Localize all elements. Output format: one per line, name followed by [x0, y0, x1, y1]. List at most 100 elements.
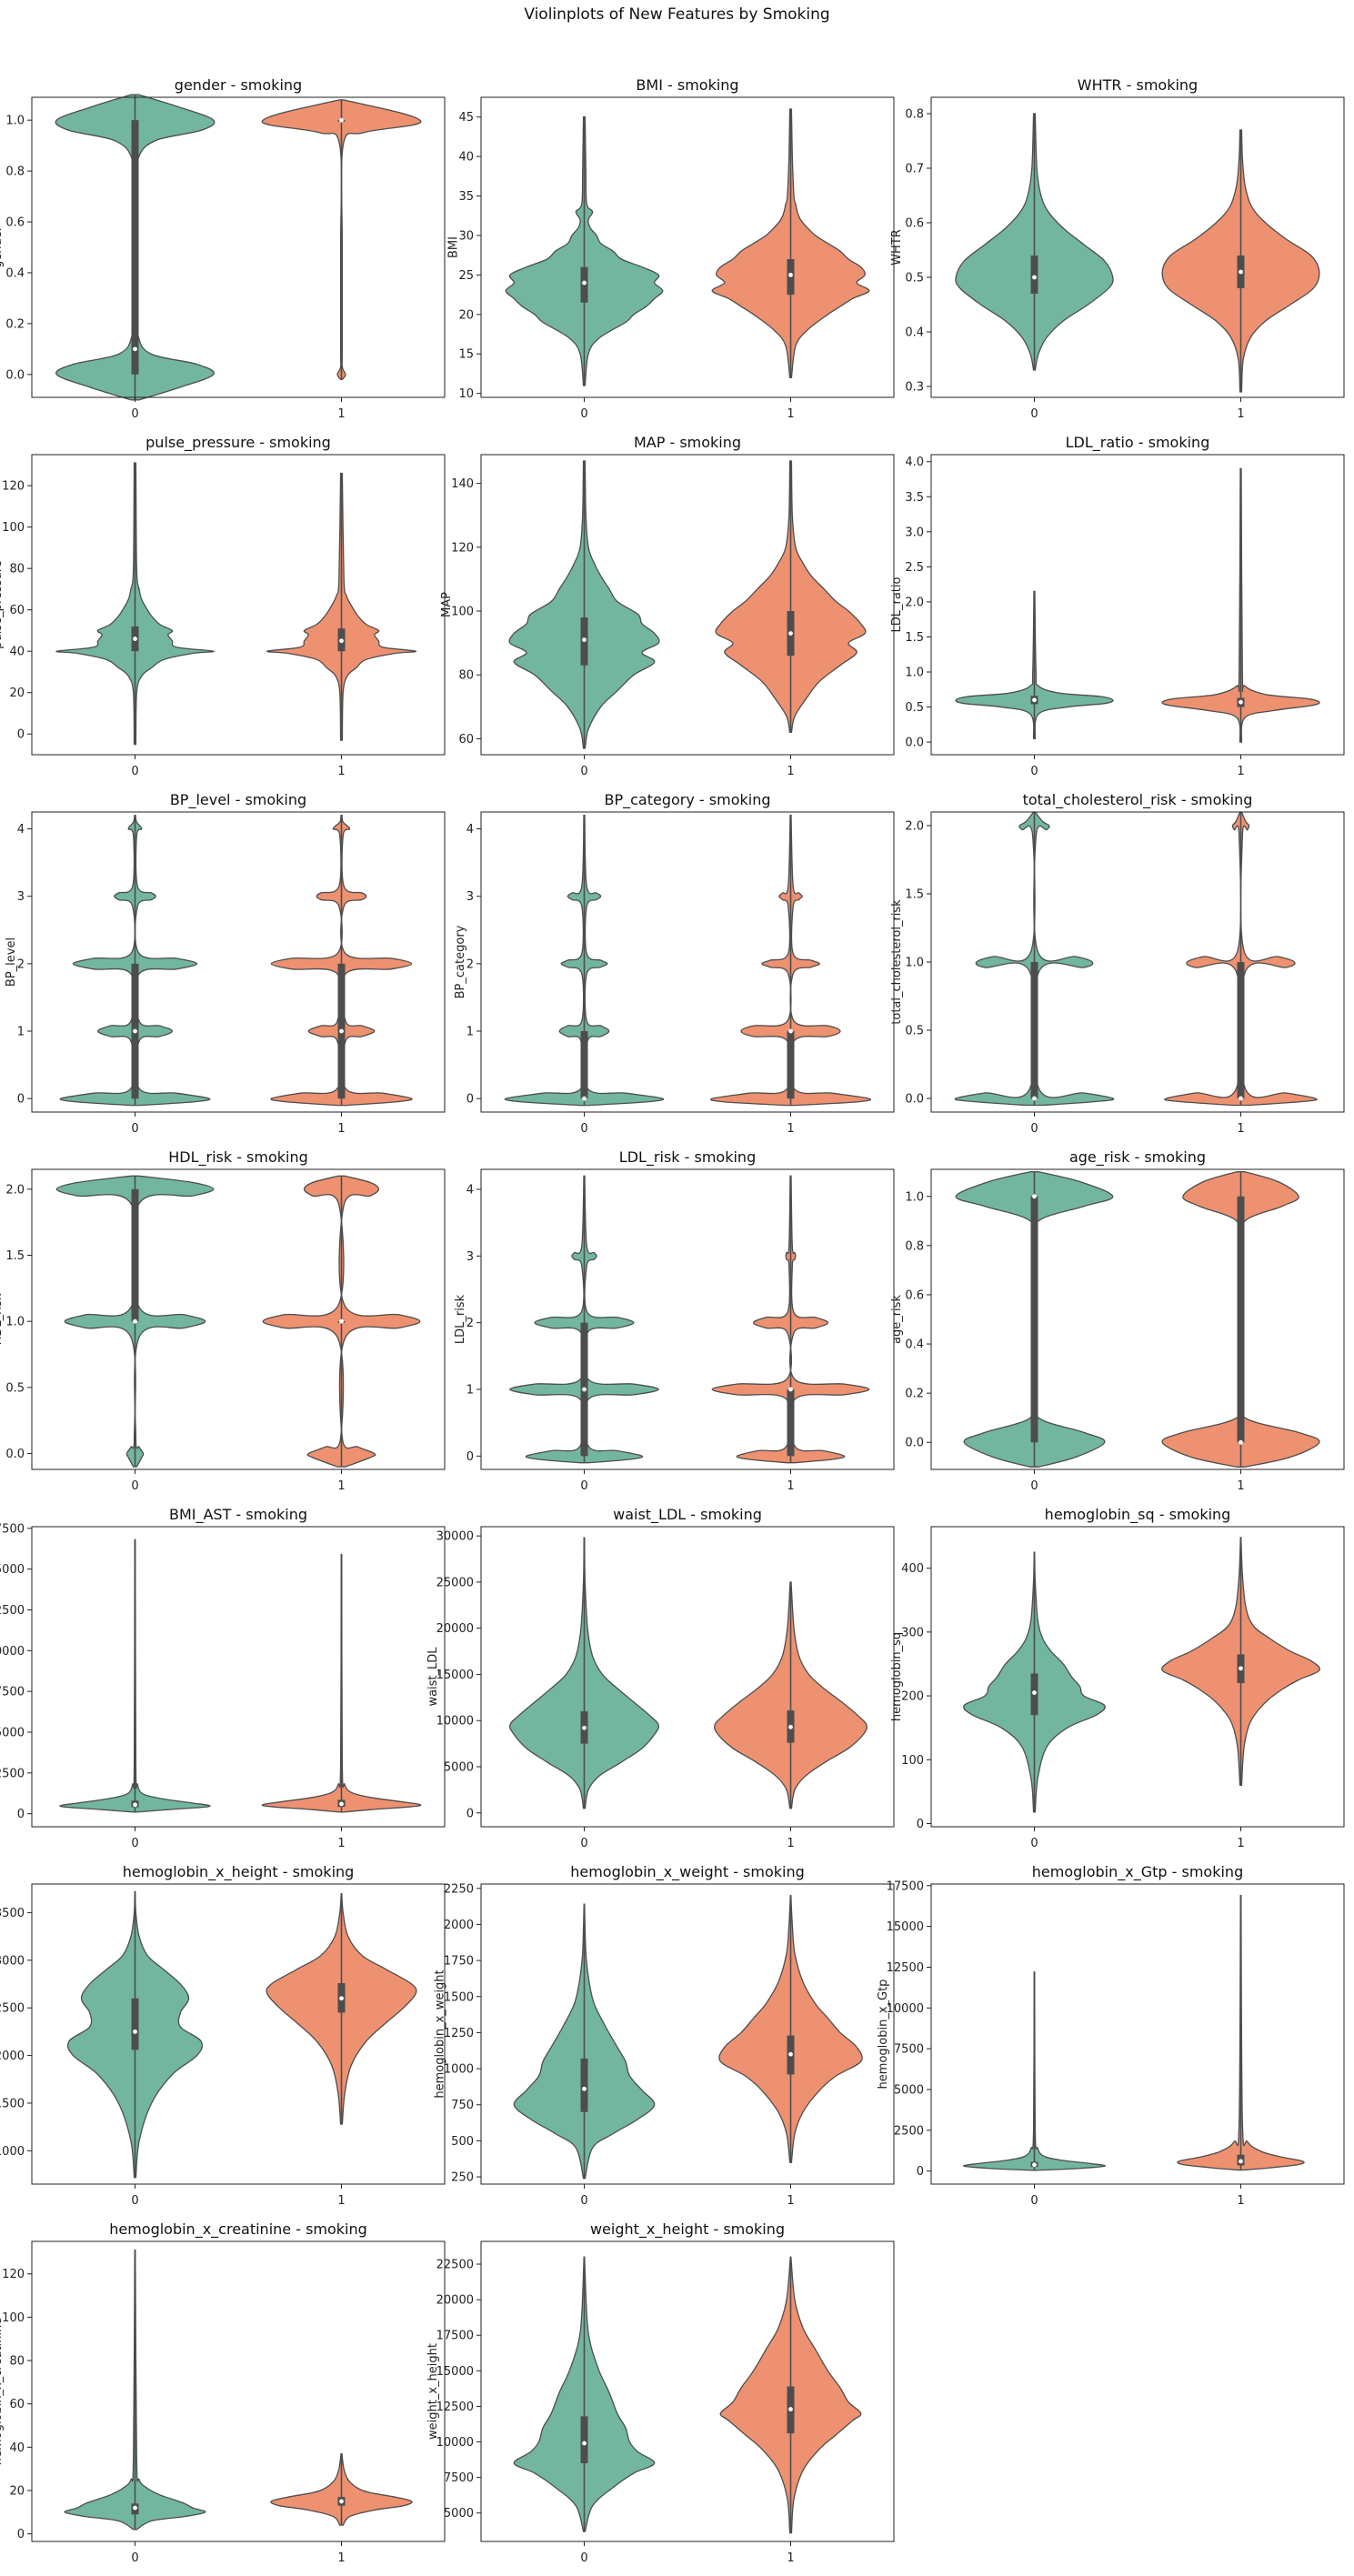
y-tick-label: 1: [466, 1384, 474, 1398]
x-tick-label: 1: [337, 1122, 345, 1136]
y-tick-label: 12500: [436, 2401, 474, 2414]
y-tick-label: 17500: [436, 2330, 474, 2343]
y-tick-label: 2.0: [905, 820, 924, 834]
axes-frame: [31, 811, 446, 1113]
x-tick-label: 1: [337, 407, 345, 421]
violin-median: [133, 2505, 137, 2511]
x-tick-label: 1: [337, 2194, 345, 2208]
y-tick-label: 5000: [0, 1726, 25, 1739]
axes-frame: [31, 2240, 446, 2542]
y-tick-label: 2250: [444, 1882, 474, 1896]
x-tick-label: 0: [580, 1837, 587, 1850]
axes-frame: [930, 454, 1345, 756]
y-axis-label: LDL_ratio: [890, 576, 904, 632]
violin-panel: 60 80 100 120 140 0 1 MAP - smoking MAP: [440, 434, 895, 778]
x-tick-label: 0: [1030, 1837, 1038, 1850]
y-tick-label: 2000: [0, 2050, 25, 2063]
y-tick-label: 2: [466, 957, 474, 971]
x-tick-label: 0: [131, 765, 138, 778]
y-axis-label: hemoglobin_sq: [890, 1632, 904, 1721]
x-tick-label: 0: [580, 407, 587, 421]
violin-median: [1239, 699, 1243, 705]
violin-median: [788, 1387, 793, 1392]
violin-panel: 0 2500 5000 7500 10000 12500 15000 17500 0 1 BMI_A…: [0, 1506, 446, 1850]
y-tick-label: 3: [17, 890, 25, 904]
y-tick-label: 3.0: [905, 526, 924, 539]
y-tick-label: 4.0: [905, 456, 924, 469]
violin-panel: 0 1 2 3 4 0 1 LDL_risk - smoking LDL_risk: [454, 1148, 895, 1493]
y-tick-label: 2: [466, 1317, 474, 1330]
panel-title: hemoglobin_sq - smoking: [1045, 1506, 1231, 1524]
y-tick-label: 40: [458, 151, 474, 165]
violin-panel: 0.0 0.2 0.4 0.6 0.8 1.0 0 1 age_risk - smoking ag…: [890, 1148, 1345, 1493]
y-tick-label: 0.0: [905, 737, 924, 750]
y-axis-label: WHTR: [890, 229, 904, 266]
violin-iqr-box: [580, 1031, 588, 1099]
axes-frame: [480, 1168, 895, 1470]
y-tick-label: 2.0: [905, 596, 924, 609]
y-tick-label: 5000: [444, 1761, 474, 1775]
violin-panel: 0.0 0.2 0.4 0.6 0.8 1.0 0 1 gender - smoking gend…: [0, 76, 446, 421]
y-tick-label: 10000: [436, 2436, 474, 2450]
violin-median: [1239, 2159, 1243, 2164]
violin-median: [339, 1318, 344, 1324]
x-tick-label: 0: [1030, 765, 1038, 778]
violin-iqr-box: [131, 120, 139, 375]
x-tick-label: 1: [787, 1122, 794, 1136]
x-tick-label: 0: [131, 1837, 138, 1850]
y-tick-label: 30: [458, 229, 474, 243]
y-axis-label: BP_category: [454, 925, 467, 998]
y-tick-label: 100: [2, 2311, 25, 2325]
violin-median: [582, 637, 587, 643]
y-tick-label: 0.0: [5, 1448, 25, 1461]
violin-median: [1239, 269, 1243, 275]
y-tick-label: 0.8: [905, 108, 924, 122]
y-axis-label: BMI: [447, 236, 461, 258]
y-tick-label: 0.4: [5, 266, 25, 280]
violin-median: [133, 2029, 137, 2034]
y-tick-label: 80: [9, 2355, 25, 2369]
x-tick-label: 1: [787, 765, 794, 778]
violin-median: [339, 1028, 344, 1034]
violin-median: [788, 2051, 793, 2057]
panel-title: BP_level - smoking: [170, 791, 306, 809]
y-tick-label: 1500: [0, 2097, 25, 2110]
y-tick-label: 15000: [0, 1563, 25, 1577]
violin-iqr-box: [580, 2416, 588, 2463]
x-tick-label: 0: [580, 1479, 587, 1493]
y-axis-label: waist_LDL: [426, 1647, 440, 1707]
x-tick-label: 0: [580, 2194, 587, 2208]
y-tick-label: 0: [917, 2165, 924, 2179]
y-tick-label: 0.0: [905, 1093, 924, 1107]
violin-iqr-box: [1030, 1196, 1038, 1443]
y-tick-label: 80: [458, 669, 474, 683]
violin-median: [1239, 1666, 1243, 1671]
y-axis-label: hemoglobin_x_weight: [434, 1970, 447, 2098]
violin-iqr-box: [131, 1188, 139, 1322]
axes-frame: [930, 1168, 1345, 1470]
y-axis-label: hemoglobin_x_Gtp: [877, 1980, 890, 2090]
violin-median: [133, 346, 137, 352]
y-tick-label: 120: [451, 541, 474, 555]
x-tick-label: 1: [787, 1837, 794, 1850]
x-tick-label: 0: [1030, 2194, 1038, 2208]
y-tick-label: 20: [9, 2485, 25, 2499]
y-tick-label: 0.6: [905, 1288, 924, 1302]
violin-median: [133, 1802, 137, 1808]
panel-title: gender - smoking: [175, 76, 302, 94]
violin-median: [788, 631, 793, 636]
x-tick-label: 1: [1237, 1122, 1244, 1136]
x-tick-label: 0: [131, 2551, 138, 2565]
y-tick-label: 40: [9, 2441, 25, 2455]
y-tick-label: 0: [466, 1093, 474, 1107]
y-tick-label: 0.8: [5, 165, 25, 179]
y-tick-label: 4: [17, 823, 25, 837]
x-tick-label: 1: [1237, 1479, 1244, 1493]
y-tick-label: 60: [9, 2398, 25, 2411]
axes-frame: [31, 454, 446, 756]
y-tick-label: 3000: [0, 1954, 25, 1968]
y-tick-label: 10000: [887, 2002, 924, 2016]
violin-panel: 0 20 40 60 80 100 120 0 1 pulse_pressure - smokin…: [0, 434, 446, 778]
y-tick-label: 1.0: [5, 115, 25, 128]
y-tick-label: 2.5: [905, 561, 924, 575]
